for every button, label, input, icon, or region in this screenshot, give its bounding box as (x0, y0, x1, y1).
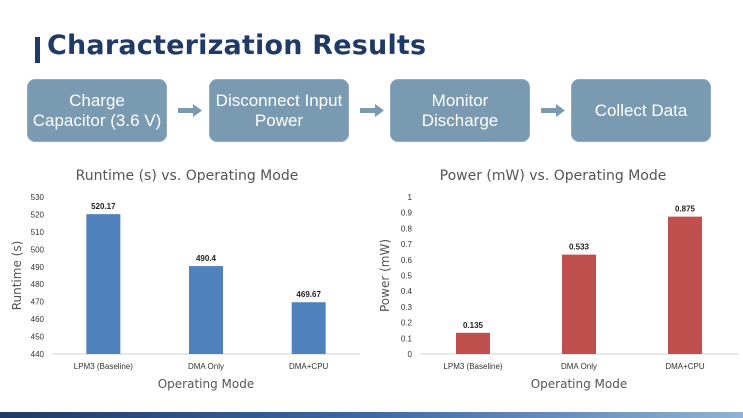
title-accent-bar (35, 37, 40, 63)
y-tick-label: 0.2 (401, 319, 413, 328)
y-axis-title: Power (mW) (378, 239, 392, 312)
data-label: 0.533 (569, 243, 590, 252)
y-tick-label: 480 (31, 280, 45, 289)
category-label: LPM3 (Baseline) (74, 362, 133, 371)
data-label: 520.17 (91, 202, 116, 211)
y-tick-label: 0.7 (401, 240, 413, 249)
y-tick-label: 500 (31, 245, 45, 254)
chart-title: Runtime (s) vs. Operating Mode (76, 168, 299, 184)
bar-dma-cpu (291, 302, 326, 354)
y-tick-label: 490 (31, 263, 45, 272)
process-step-monitor: Monitor Discharge (390, 79, 530, 142)
chart-title: Power (mW) vs. Operating Mode (440, 168, 667, 184)
arrow-right-icon (541, 104, 565, 117)
process-step-charge: Charge Capacitor (3.6 V) (27, 79, 167, 142)
x-axis-title: Operating Mode (158, 377, 255, 391)
y-tick-label: 520 (31, 210, 45, 219)
arrow-right-icon (178, 104, 202, 117)
bar-lpm3-baseline- (456, 332, 490, 354)
y-tick-label: 0.5 (401, 272, 413, 281)
y-tick-label: 450 (31, 333, 45, 342)
y-tick-label: 1 (408, 193, 413, 202)
y-tick-label: 460 (31, 315, 45, 324)
category-label: LPM3 (Baseline) (443, 362, 502, 371)
arrow-right-icon (360, 104, 384, 117)
y-tick-label: 0.3 (401, 303, 413, 312)
category-label: DMA Only (188, 362, 224, 371)
process-step-disconnect: Disconnect Input Power (209, 79, 349, 142)
process-step-collect: Collect Data (571, 79, 711, 142)
y-tick-label: 440 (31, 350, 45, 359)
category-label: DMA Only (561, 362, 597, 371)
y-tick-label: 0.6 (401, 256, 413, 265)
bar-dma-cpu (668, 216, 702, 354)
bar-lpm3-baseline- (86, 214, 121, 354)
page-title: Characterization Results (47, 30, 427, 61)
y-tick-label: 0.9 (401, 209, 413, 218)
bar-dma-only (562, 254, 596, 354)
y-tick-label: 510 (31, 228, 45, 237)
y-tick-label: 0.1 (401, 334, 413, 343)
category-label: DMA+CPU (665, 362, 705, 371)
y-tick-label: 0.8 (401, 224, 413, 233)
y-tick-label: 470 (31, 298, 45, 307)
x-axis-title: Operating Mode (531, 377, 628, 391)
data-label: 490.4 (196, 254, 217, 263)
data-label: 0.135 (463, 321, 484, 330)
footer-bar (0, 412, 743, 418)
y-axis-title: Runtime (s) (10, 241, 24, 311)
data-label: 469.67 (296, 290, 321, 299)
bar-dma-only (189, 266, 223, 354)
category-label: DMA+CPU (289, 362, 329, 371)
data-label: 0.875 (675, 205, 696, 214)
y-tick-label: 530 (31, 193, 45, 202)
y-tick-label: 0 (408, 350, 413, 359)
y-tick-label: 0.4 (401, 287, 413, 296)
